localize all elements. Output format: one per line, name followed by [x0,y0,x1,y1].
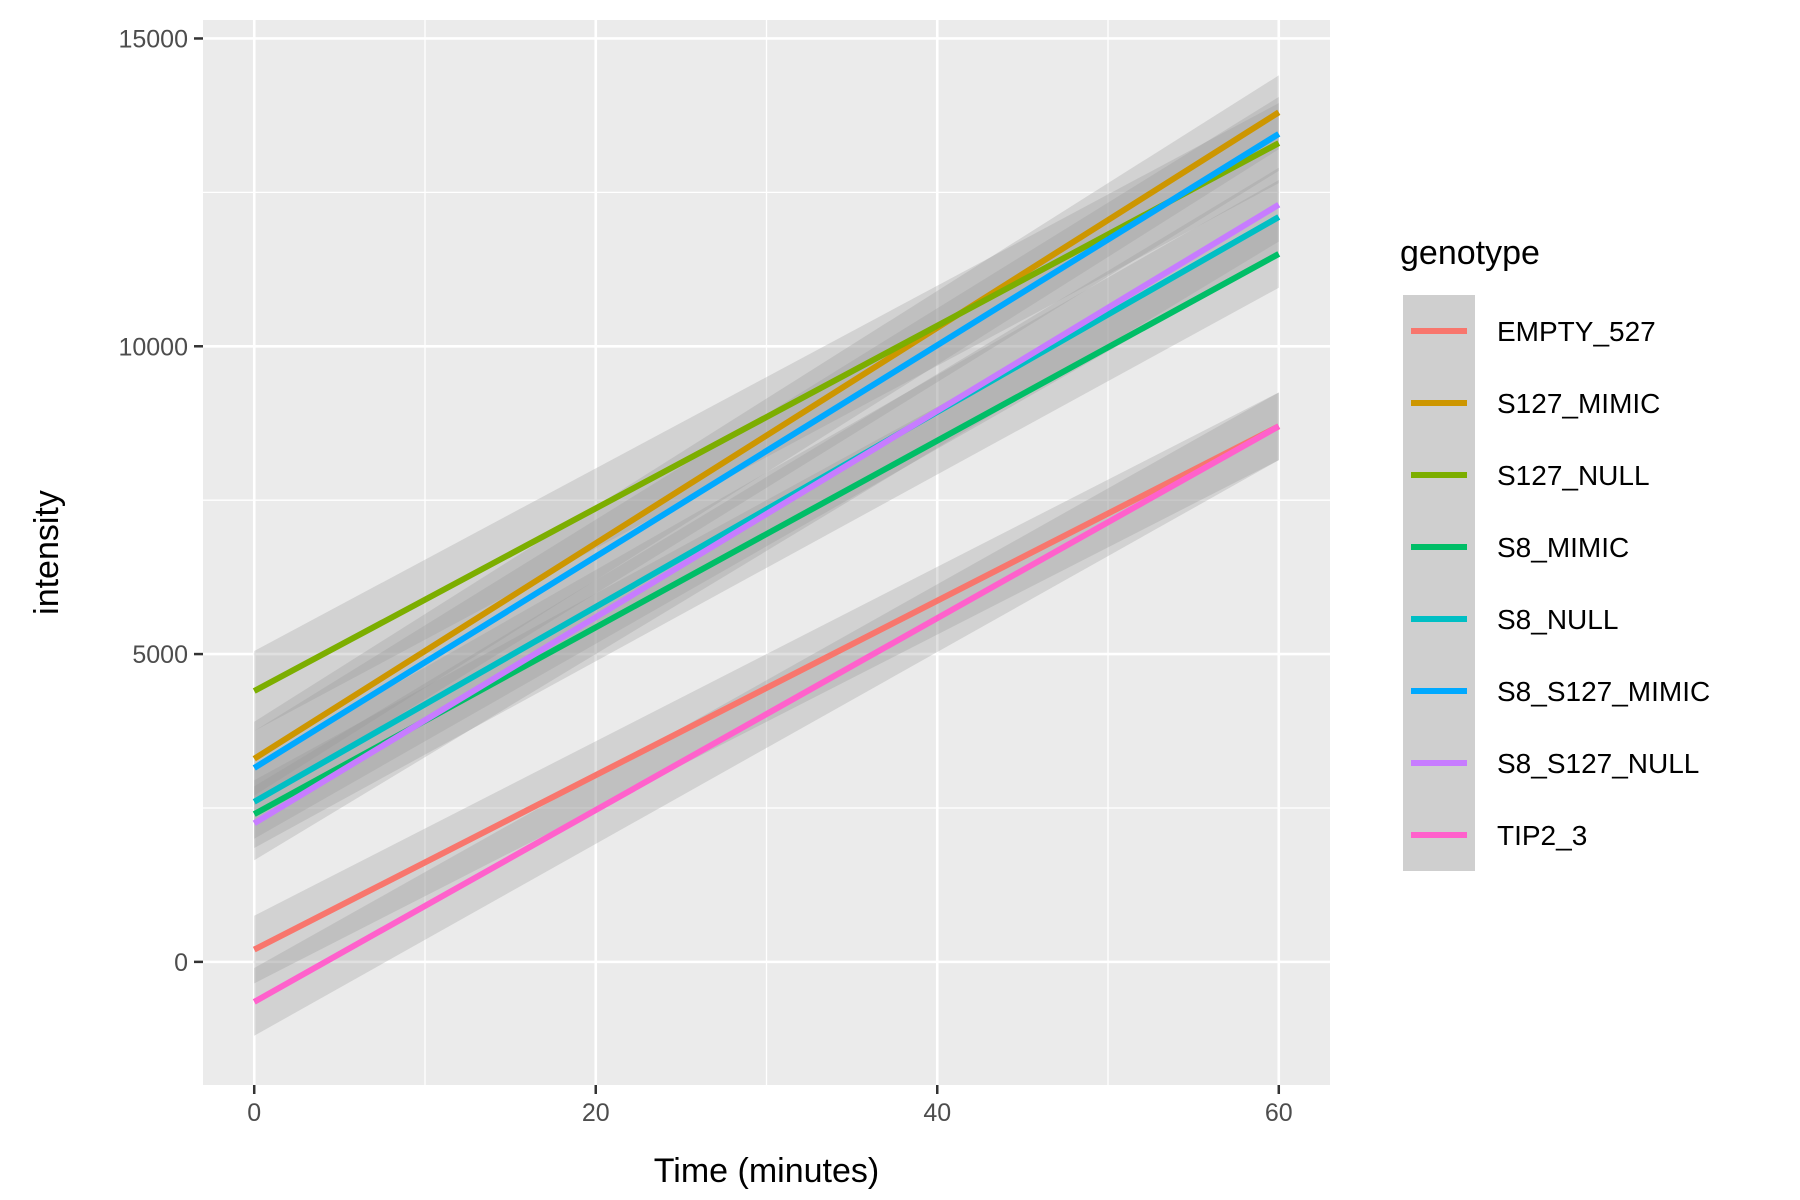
legend-label: S8_S127_MIMIC [1497,676,1710,707]
legend-item: S8_S127_MIMIC [1403,655,1710,727]
y-tick-label: 15000 [118,25,188,53]
legend-item: S8_NULL [1403,583,1618,655]
y-tick-labels: 0 5000 10000 15000 [118,25,188,976]
series-line [252,423,1281,1005]
series-line [252,109,1281,762]
series-line [252,423,1281,953]
legend-label: EMPTY_527 [1497,316,1656,347]
x-tick-labels: 0 20 40 60 [247,1099,1292,1127]
legend-label: S8_NULL [1497,604,1618,635]
legend: genotype EMPTY_527 S127_MIMIC S127_NULL S8_… [1400,234,1710,871]
axis-ticks [194,37,1281,1094]
series-lines [252,109,1281,1005]
y-tick-label: 5000 [132,641,188,669]
series-line [252,214,1281,805]
x-tick-label: 0 [247,1099,261,1127]
x-tick-label: 40 [923,1099,951,1127]
legend-label: S127_NULL [1497,460,1650,491]
legend-item: S8_S127_NULL [1403,727,1699,799]
x-tick-label: 20 [582,1099,610,1127]
legend-label: S8_S127_NULL [1497,748,1699,779]
major-gridlines [203,20,1330,1085]
x-axis-title: Time (minutes) [654,1152,879,1190]
series-line [252,202,1281,826]
minor-gridlines [203,20,1330,1085]
legend-item: S127_NULL [1403,439,1650,511]
legend-label: TIP2_3 [1497,820,1587,851]
legend-item: EMPTY_527 [1403,295,1656,367]
y-tick-label: 10000 [118,333,188,361]
legend-label: S127_MIMIC [1497,388,1660,419]
legend-label: S8_MIMIC [1497,532,1629,563]
series-line [252,140,1281,694]
legend-items: EMPTY_527 S127_MIMIC S127_NULL S8_MIMIC S8_N… [1403,295,1710,871]
legend-item: S127_MIMIC [1403,367,1660,439]
series-line [252,131,1281,771]
legend-item: S8_MIMIC [1403,511,1629,583]
y-tick-label: 0 [174,949,188,977]
legend-title: genotype [1400,234,1540,272]
y-axis-title: intensity [28,490,66,615]
legend-item: TIP2_3 [1403,799,1587,871]
x-tick-label: 60 [1265,1099,1293,1127]
